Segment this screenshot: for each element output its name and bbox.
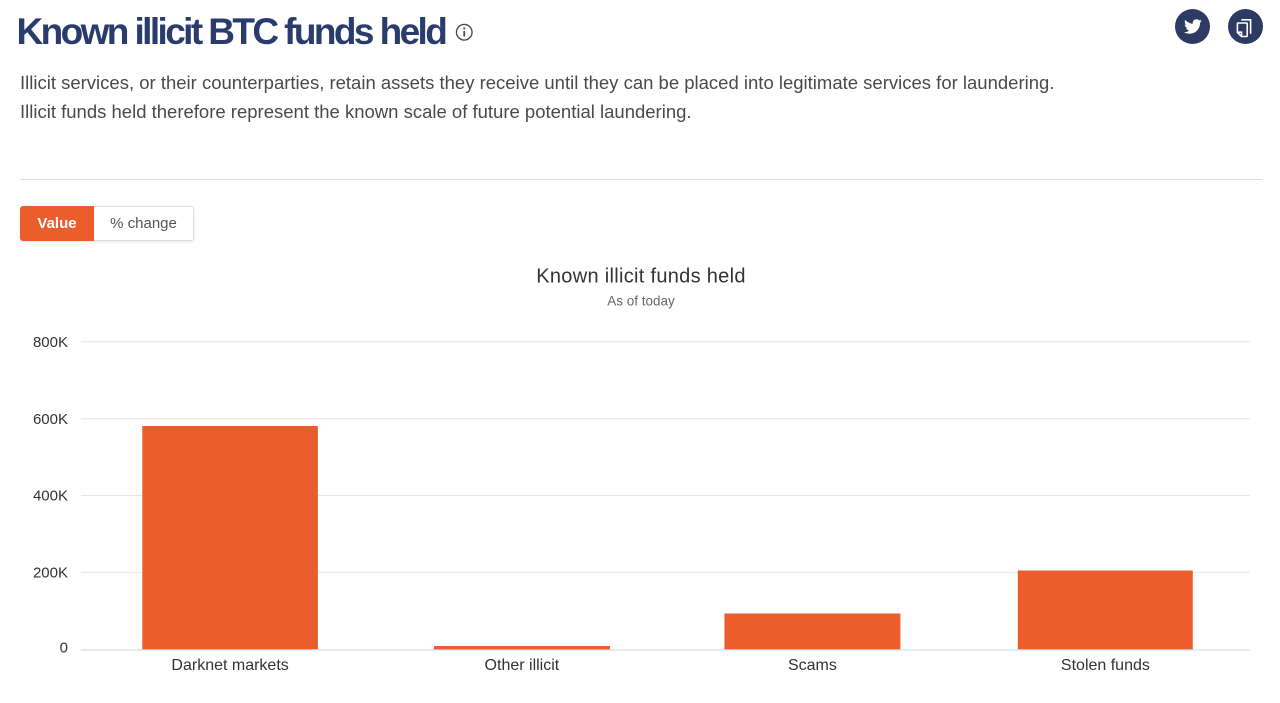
svg-text:200K: 200K	[33, 565, 68, 582]
svg-text:Scams: Scams	[788, 657, 837, 674]
svg-text:Known illicit funds held: Known illicit funds held	[536, 266, 746, 288]
svg-text:600K: 600K	[33, 411, 68, 428]
svg-text:400K: 400K	[33, 488, 68, 505]
svg-text:Other illicit: Other illicit	[485, 657, 560, 674]
svg-text:Stolen funds: Stolen funds	[1061, 657, 1150, 674]
svg-text:800K: 800K	[33, 334, 68, 351]
svg-text:As of today: As of today	[607, 294, 675, 309]
svg-text:0: 0	[60, 640, 68, 657]
svg-text:Darknet markets: Darknet markets	[171, 657, 288, 674]
